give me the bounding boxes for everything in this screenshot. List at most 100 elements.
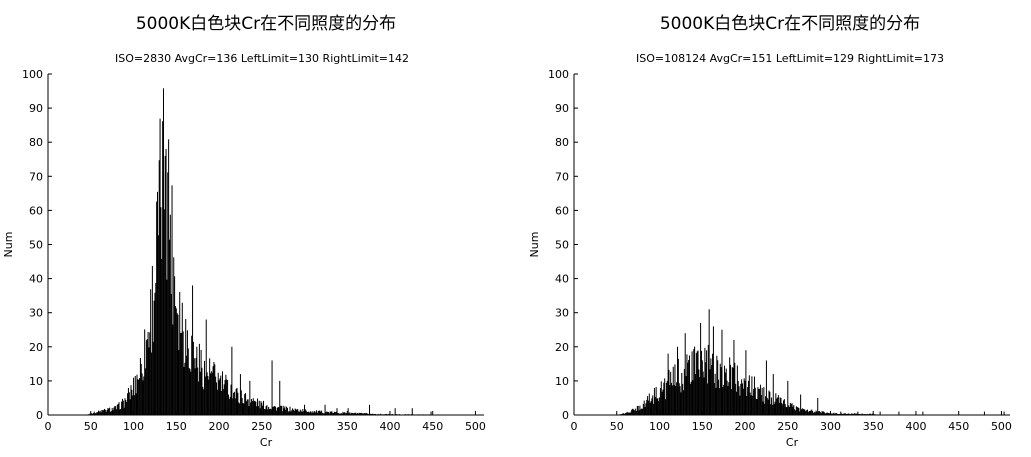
- histogram-bar: [304, 409, 306, 415]
- histogram-bar: [854, 413, 856, 415]
- histogram-bar: [785, 407, 787, 415]
- histogram-bar: [683, 368, 685, 415]
- x-tick-label: 0: [45, 420, 52, 433]
- histogram-bar: [116, 404, 118, 415]
- histogram-bar: [215, 382, 217, 415]
- y-tick-label: 40: [555, 273, 569, 286]
- histogram-bar: [869, 413, 871, 415]
- histogram-bar: [641, 408, 643, 415]
- x-tick-label: 450: [422, 420, 443, 433]
- histogram-bar: [774, 401, 776, 415]
- histogram-bar: [198, 343, 200, 415]
- y-tick-label: 100: [548, 68, 569, 81]
- histogram-bar: [788, 405, 790, 415]
- histogram-bar: [922, 411, 924, 415]
- x-tick-label: 200: [208, 420, 229, 433]
- histogram-bar: [125, 400, 127, 415]
- histogram-bar: [136, 374, 138, 415]
- histogram-bar: [304, 404, 306, 415]
- histogram-bar: [131, 389, 133, 415]
- histogram-bar: [258, 400, 260, 415]
- histogram-bar: [812, 412, 814, 415]
- histogram-bar: [710, 358, 712, 415]
- histogram-bar: [181, 302, 183, 415]
- histogram-bar: [758, 388, 760, 415]
- histogram-bar: [213, 362, 215, 415]
- histogram-bar: [118, 402, 120, 415]
- histogram-bar: [737, 380, 739, 415]
- histogram-bar: [257, 398, 259, 415]
- histogram-bar: [106, 409, 108, 415]
- chart-subtitle: ISO=108124 AvgCr=151 LeftLimit=129 Right…: [636, 52, 944, 65]
- histogram-bar: [201, 367, 203, 415]
- histogram-bar: [802, 408, 804, 415]
- histogram-bar: [148, 347, 150, 415]
- histogram-bar: [333, 411, 335, 415]
- histogram-bar: [336, 408, 338, 415]
- histogram-bar: [696, 351, 698, 415]
- histogram-bar: [633, 409, 635, 415]
- histogram-bar: [790, 404, 792, 415]
- histogram-bar: [165, 149, 167, 415]
- histogram-bar: [658, 401, 660, 415]
- histogram-bar: [852, 413, 854, 415]
- histogram-bar: [783, 400, 785, 415]
- histogram-bar: [210, 371, 212, 415]
- histogram-bar: [109, 411, 111, 415]
- histogram-bar: [274, 405, 276, 415]
- histogram-bar: [650, 401, 652, 415]
- y-tick-label: 90: [29, 102, 43, 115]
- histogram-bar: [299, 409, 301, 415]
- histogram-bar: [197, 367, 199, 415]
- histogram-bar: [752, 395, 754, 415]
- histogram-bar: [263, 400, 265, 415]
- histogram-bar: [122, 400, 124, 415]
- histogram-bar: [347, 408, 349, 415]
- histogram-bar: [298, 411, 300, 415]
- histogram-bar: [130, 385, 132, 415]
- histogram-bar: [168, 139, 170, 416]
- histogram-bar: [685, 376, 687, 415]
- histogram-bar: [120, 408, 122, 415]
- histogram-bar: [749, 392, 751, 415]
- histogram-bar: [853, 413, 855, 415]
- histogram-bar: [648, 393, 650, 415]
- histogram-bar: [214, 364, 216, 415]
- histogram-bar: [366, 413, 368, 415]
- x-tick-label: 50: [610, 420, 624, 433]
- histogram-bar: [265, 406, 267, 415]
- histogram-bar: [377, 413, 379, 415]
- histogram-bar: [728, 382, 730, 415]
- histogram-bar: [371, 413, 373, 415]
- histogram-bar: [326, 411, 328, 415]
- histogram-bar: [806, 409, 808, 415]
- x-tick-label: 200: [734, 420, 755, 433]
- histogram-bar: [632, 408, 634, 415]
- histogram-bar: [851, 413, 853, 415]
- histogram-bar: [799, 411, 801, 415]
- histogram-bar: [676, 382, 678, 415]
- histogram-bar: [306, 411, 308, 415]
- histogram-bar: [755, 398, 757, 415]
- histogram-bar: [857, 411, 859, 415]
- histogram-bar: [793, 405, 795, 415]
- histogram-bar: [776, 398, 778, 415]
- histogram-bar: [739, 395, 741, 415]
- histogram-bar: [220, 375, 222, 415]
- histogram-bar: [741, 379, 743, 415]
- y-tick-label: 60: [555, 204, 569, 217]
- histogram-bar: [787, 380, 789, 415]
- histogram-bar: [351, 412, 353, 415]
- histogram-bar: [846, 413, 848, 415]
- histogram-bar: [278, 407, 280, 415]
- x-tick-label: 150: [692, 420, 713, 433]
- histogram-bar: [659, 388, 661, 415]
- histogram-bar: [268, 409, 270, 415]
- histogram-bar: [190, 371, 192, 415]
- histogram-bar: [268, 406, 270, 415]
- histogram-bar: [142, 380, 144, 415]
- histogram-bar: [300, 410, 302, 415]
- histogram-bar: [228, 399, 230, 415]
- histogram-bar: [652, 395, 654, 415]
- histogram-bar: [367, 413, 369, 415]
